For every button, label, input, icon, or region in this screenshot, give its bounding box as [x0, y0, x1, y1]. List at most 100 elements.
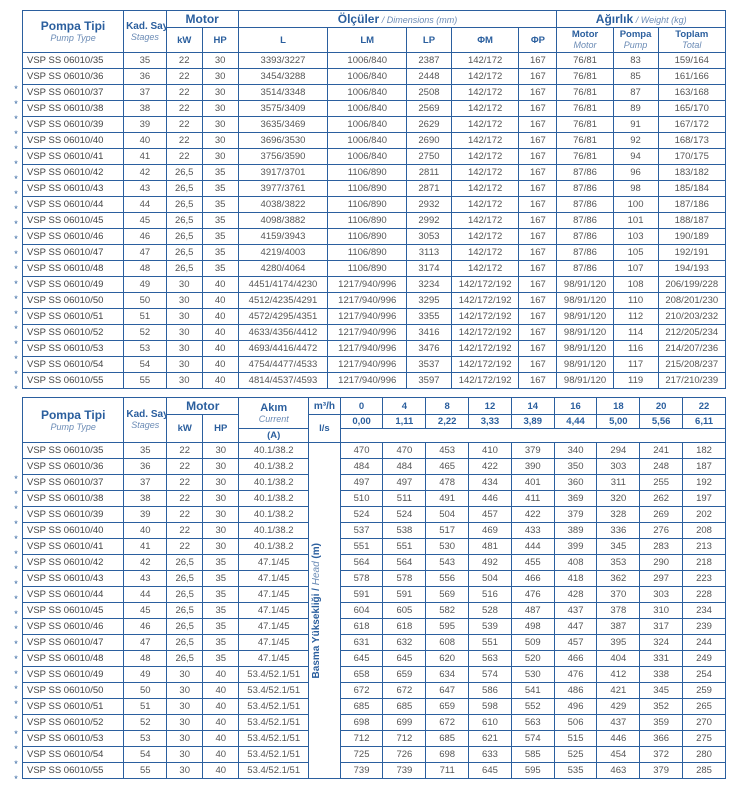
cell: 26,5 [166, 165, 202, 181]
star-marker: * [10, 667, 22, 682]
cell: 476 [554, 667, 597, 683]
col-stages: Kad. SayısıStages [124, 398, 167, 443]
cell: 30 [166, 293, 202, 309]
cell: 421 [597, 683, 640, 699]
cell: 167 [519, 149, 557, 165]
cell: 40 [203, 667, 239, 683]
cell: 167 [519, 341, 557, 357]
cell: 182 [683, 443, 726, 459]
cell: 446 [469, 491, 512, 507]
cell: 92 [613, 133, 658, 149]
cell: 551 [383, 539, 426, 555]
cell: 563 [469, 651, 512, 667]
cell: 192/191 [658, 245, 725, 261]
cell: 466 [554, 651, 597, 667]
cell: 399 [554, 539, 597, 555]
cell: 47.1/45 [239, 603, 309, 619]
cell: 76/81 [557, 133, 613, 149]
cell: 94 [613, 149, 658, 165]
cell: 40 [202, 325, 238, 341]
cell: 45 [124, 213, 167, 229]
cell: VSP SS 06010/45 [23, 213, 124, 229]
table-row: VSP SS 06010/424226,53547.1/455645645434… [23, 555, 726, 571]
cell: 244 [683, 635, 726, 651]
cell: 165/170 [658, 101, 725, 117]
cell: 249 [683, 651, 726, 667]
cell: 604 [340, 603, 383, 619]
cell: 30 [203, 491, 239, 507]
cell: 35 [203, 619, 239, 635]
cell: 564 [340, 555, 383, 571]
cell: 530 [511, 667, 554, 683]
col-lp: LP [407, 28, 452, 53]
cell: 541 [511, 683, 554, 699]
col-stages: Kad. SayısıStages [124, 11, 167, 53]
cell: 40 [202, 277, 238, 293]
cell: VSP SS 06010/45 [23, 603, 124, 619]
cell: 352 [640, 699, 683, 715]
cell: 30 [166, 357, 202, 373]
cell: 563 [511, 715, 554, 731]
cell: 41 [124, 149, 167, 165]
cell: 167 [519, 373, 557, 389]
dimensions-weight-section: ********************* Pompa TipiPump Typ… [10, 10, 726, 397]
cell: 142/172/192 [451, 373, 518, 389]
star-marker: * [10, 367, 22, 382]
cell: 311 [597, 475, 640, 491]
cell: 535 [554, 763, 597, 779]
cell: 492 [469, 555, 512, 571]
cell: 265 [683, 699, 726, 715]
cell: 297 [640, 571, 683, 587]
cell: 255 [640, 475, 683, 491]
cell: 465 [426, 459, 469, 475]
cell: 167 [519, 133, 557, 149]
col-kw: kW [167, 415, 203, 443]
cell: 3113 [407, 245, 452, 261]
cell: 76/81 [557, 53, 613, 69]
cell: 509 [511, 635, 554, 651]
col-hp: HP [202, 28, 238, 53]
cell: VSP SS 06010/37 [23, 475, 124, 491]
ls-0: 0,00 [340, 415, 383, 429]
cell: 30 [202, 101, 238, 117]
cell: 395 [597, 635, 640, 651]
cell: 234 [683, 603, 726, 619]
cell: 49 [124, 667, 167, 683]
cell: 55 [124, 763, 167, 779]
flow-12: 12 [469, 398, 512, 415]
cell: VSP SS 06010/53 [23, 341, 124, 357]
cell: 47 [124, 635, 167, 651]
cell: 410 [469, 443, 512, 459]
cell: 618 [383, 619, 426, 635]
star-marker: * [10, 172, 22, 187]
cell: 36 [124, 459, 167, 475]
cell: 3053 [407, 229, 452, 245]
cell: 517 [426, 523, 469, 539]
table-row: VSP SS 06010/3535223040.1/38.2Basma Yüks… [23, 443, 726, 459]
col-a: (A) [239, 429, 309, 443]
cell: 26,5 [166, 213, 202, 229]
cell: VSP SS 06010/49 [23, 667, 124, 683]
cell: VSP SS 06010/40 [23, 133, 124, 149]
star-marker: * [10, 277, 22, 292]
cell: 98/91/120 [557, 357, 613, 373]
table-row: VSP SS 06010/505030404512/4235/42911217/… [23, 293, 726, 309]
cell: 26,5 [166, 229, 202, 245]
star-marker: * [10, 502, 22, 517]
cell: 496 [554, 699, 597, 715]
cell: 3174 [407, 261, 452, 277]
cell: 35 [203, 635, 239, 651]
cell: 586 [469, 683, 512, 699]
cell: 478 [426, 475, 469, 491]
cell: 22 [167, 491, 203, 507]
cell: 290 [640, 555, 683, 571]
star-marker: * [10, 352, 22, 367]
cell: 578 [383, 571, 426, 587]
cell: 167 [519, 181, 557, 197]
cell: 2750 [407, 149, 452, 165]
cell: 239 [683, 619, 726, 635]
cell: 1006/840 [328, 53, 407, 69]
cell: 26,5 [167, 555, 203, 571]
cell: 89 [613, 101, 658, 117]
cell: 40 [202, 341, 238, 357]
